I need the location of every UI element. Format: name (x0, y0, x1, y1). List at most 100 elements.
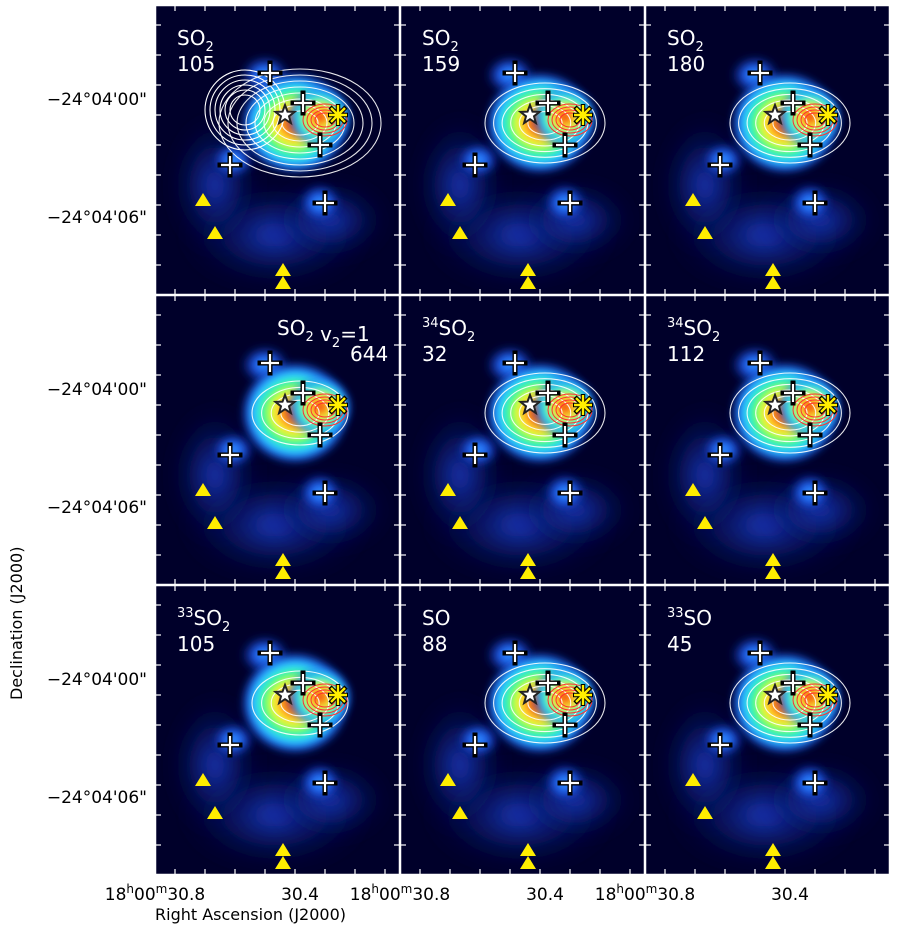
cross-marker (257, 350, 283, 376)
ra-tick-label: 18h00m30.8 (595, 882, 695, 905)
cross-marker (552, 132, 578, 158)
triangle-marker (520, 263, 536, 276)
triangle-marker (685, 193, 701, 206)
triangle-marker (520, 843, 536, 856)
panel-label: 33SO2 (177, 606, 230, 635)
cross-marker (557, 770, 583, 796)
asterisk-marker (818, 394, 838, 416)
panel-value: 159 (422, 52, 460, 76)
cross-marker (802, 770, 828, 796)
panel-label: SO2 (177, 26, 214, 55)
triangle-marker (520, 553, 536, 566)
panel-value: 32 (422, 342, 447, 366)
dec-tick-label: −24°04'00" (47, 90, 147, 110)
cross-marker (217, 442, 243, 468)
asterisk-marker (328, 104, 348, 126)
asterisk-marker (573, 394, 593, 416)
cross-marker (462, 152, 488, 178)
star-marker (272, 392, 298, 416)
cross-marker (217, 732, 243, 758)
triangle-marker (520, 276, 536, 289)
cross-marker (257, 640, 283, 666)
cross-marker (312, 770, 338, 796)
cross-marker (312, 480, 338, 506)
star-marker (272, 682, 298, 706)
cross-marker (747, 60, 773, 86)
triangle-marker (765, 276, 781, 289)
triangle-marker (195, 483, 211, 496)
triangle-marker (765, 553, 781, 566)
triangle-marker (207, 226, 223, 239)
triangle-marker (697, 806, 713, 819)
axes: −24°04'00" −24°04'06" −24°04'00" −24°04'06"… (47, 90, 809, 905)
cross-marker (797, 422, 823, 448)
ra-tick-label: 30.4 (771, 885, 809, 905)
cross-marker (707, 442, 733, 468)
dec-tick-label: −24°04'06" (47, 208, 147, 228)
cross-marker (535, 670, 561, 696)
triangle-marker (275, 263, 291, 276)
triangle-marker (520, 856, 536, 869)
triangle-marker (765, 843, 781, 856)
triangle-marker (765, 856, 781, 869)
cross-marker (217, 152, 243, 178)
cross-marker (307, 132, 333, 158)
cross-marker (290, 380, 316, 406)
triangle-marker (275, 843, 291, 856)
panel-value: 105 (177, 632, 215, 656)
panel-label: 34SO2 (422, 316, 475, 345)
panel-label: 33SO (667, 606, 712, 630)
panel-label: SO (422, 606, 450, 630)
cross-marker (747, 640, 773, 666)
cross-marker (290, 90, 316, 116)
cross-marker (802, 480, 828, 506)
panel-label: SO2 (667, 26, 704, 55)
x-axis-label: Right Ascension (J2000) (155, 905, 346, 924)
cross-marker (557, 190, 583, 216)
triangle-marker (685, 773, 701, 786)
cross-marker (535, 380, 561, 406)
triangle-marker (697, 226, 713, 239)
dec-tick-label: −24°04'00" (47, 380, 147, 400)
triangle-marker (440, 193, 456, 206)
triangle-marker (765, 263, 781, 276)
cross-marker (462, 442, 488, 468)
cross-marker (502, 350, 528, 376)
panel-value: 105 (177, 52, 215, 76)
cross-marker (707, 732, 733, 758)
cross-marker (290, 670, 316, 696)
triangle-marker (275, 276, 291, 289)
cross-marker (552, 422, 578, 448)
cross-marker (797, 712, 823, 738)
emission-contours (729, 82, 851, 164)
triangle-marker (452, 806, 468, 819)
triangle-marker (520, 566, 536, 579)
cross-marker (257, 60, 283, 86)
triangle-marker (440, 773, 456, 786)
star-marker (517, 102, 543, 126)
dec-tick-label: −24°04'06" (47, 498, 147, 518)
ra-tick-label: 18h00m30.8 (105, 882, 205, 905)
star-marker (517, 392, 543, 416)
emission-contours (204, 68, 382, 178)
ra-tick-label: 30.4 (281, 885, 319, 905)
panel-value: 180 (667, 52, 705, 76)
panel-value: 88 (422, 632, 447, 656)
triangle-marker (685, 483, 701, 496)
asterisk-marker (818, 104, 838, 126)
cross-marker (307, 422, 333, 448)
panel-value: 112 (667, 342, 705, 366)
cross-marker (502, 640, 528, 666)
cross-marker (557, 480, 583, 506)
panel-label: 34SO2 (667, 316, 720, 345)
triangle-marker (207, 516, 223, 529)
star-marker (517, 682, 543, 706)
